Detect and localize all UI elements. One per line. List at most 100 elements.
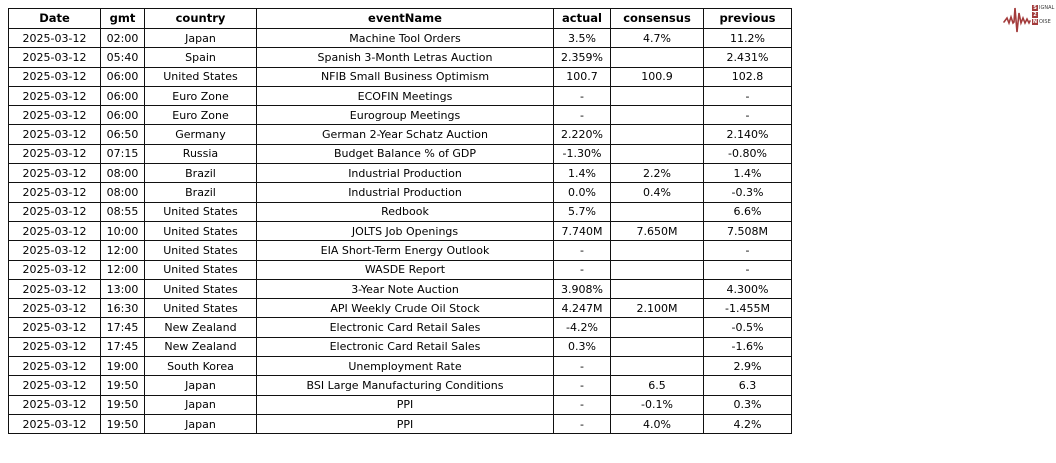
cell-date: 2025-03-12: [8, 394, 101, 415]
column-header-actual: actual: [553, 8, 611, 29]
table-row: 2025-03-12 08:55 United States Redbook 5.7% 6…: [8, 201, 792, 222]
table-row: 2025-03-12 07:15 Russia Budget Balance % of…: [8, 143, 792, 165]
cell-actual: -: [553, 259, 611, 280]
cell-eventname: Spanish 3-Month Letras Auction: [256, 47, 554, 68]
table-row: 2025-03-12 17:45 New Zealand Electronic Car…: [8, 317, 792, 338]
cell-country: Japan: [144, 27, 257, 49]
cell-country: United States: [144, 201, 257, 222]
cell-eventname: Budget Balance % of GDP: [256, 143, 554, 165]
table-row: 2025-03-12 10:00 United States JOLTS Job Op…: [8, 220, 792, 242]
cell-actual: -: [553, 375, 611, 396]
cell-gmt: 13:00: [100, 278, 145, 300]
cell-gmt: 06:00: [100, 105, 145, 126]
cell-gmt: 07:15: [100, 143, 145, 165]
cell-eventname: Industrial Production: [256, 163, 554, 184]
cell-previous: -: [703, 105, 792, 126]
cell-consensus: [610, 85, 704, 107]
cell-country: Euro Zone: [144, 105, 257, 126]
logo-line: N OISE: [1032, 19, 1054, 25]
cell-previous: -0.3%: [703, 182, 792, 203]
cell-eventname: JOLTS Job Openings: [256, 220, 554, 242]
cell-eventname: Unemployment Rate: [256, 356, 554, 377]
cell-previous: 2.140%: [703, 124, 792, 145]
column-header-gmt: gmt: [100, 8, 145, 29]
cell-date: 2025-03-12: [8, 317, 101, 338]
cell-previous: -: [703, 85, 792, 107]
cell-date: 2025-03-12: [8, 124, 101, 145]
cell-date: 2025-03-12: [8, 66, 101, 87]
cell-gmt: 19:50: [100, 394, 145, 415]
cell-consensus: 4.7%: [610, 27, 704, 49]
cell-eventname: API Weekly Crude Oil Stock: [256, 298, 554, 319]
cell-eventname: WASDE Report: [256, 259, 554, 280]
cell-eventname: Redbook: [256, 201, 554, 222]
table-row: 2025-03-12 19:50 Japan BSI Large Manufactur…: [8, 375, 792, 396]
cell-date: 2025-03-12: [8, 356, 101, 377]
table-row: 2025-03-12 13:00 United States 3-Year Note …: [8, 278, 792, 300]
cell-consensus: 4.0%: [610, 413, 704, 435]
cell-previous: 2.431%: [703, 47, 792, 68]
cell-previous: -: [703, 240, 792, 261]
cell-gmt: 12:00: [100, 259, 145, 280]
table-row: 2025-03-12 12:00 United States WASDE Report…: [8, 259, 792, 280]
cell-date: 2025-03-12: [8, 201, 101, 222]
table-row: 2025-03-12 06:00 United States NFIB Small B…: [8, 66, 792, 87]
cell-actual: -4.2%: [553, 317, 611, 338]
cell-gmt: 08:00: [100, 182, 145, 203]
cell-consensus: [610, 143, 704, 165]
cell-country: United States: [144, 240, 257, 261]
logo-line: 2: [1032, 12, 1054, 18]
cell-date: 2025-03-12: [8, 85, 101, 107]
table-row: 2025-03-12 06:50 Germany German 2-Year Scha…: [8, 124, 792, 145]
cell-consensus: [610, 105, 704, 126]
cell-consensus: 7.650M: [610, 220, 704, 242]
cell-eventname: Industrial Production: [256, 182, 554, 203]
logo-badge: N: [1032, 19, 1038, 25]
cell-actual: 2.220%: [553, 124, 611, 145]
table-row: 2025-03-12 19:50 Japan PPI - -0.1% 0.3%: [8, 394, 792, 415]
cell-actual: 1.4%: [553, 163, 611, 184]
cell-gmt: 10:00: [100, 220, 145, 242]
cell-gmt: 02:00: [100, 27, 145, 49]
table-row: 2025-03-12 05:40 Spain Spanish 3-Month Letr…: [8, 47, 792, 68]
cell-previous: -0.5%: [703, 317, 792, 338]
table-row: 2025-03-12 06:00 Euro Zone ECOFIN Meetings -…: [8, 85, 792, 107]
cell-actual: 0.0%: [553, 182, 611, 203]
cell-gmt: 08:00: [100, 163, 145, 184]
cell-gmt: 12:00: [100, 240, 145, 261]
ecg-waveform-icon: [1003, 7, 1031, 33]
cell-gmt: 06:00: [100, 85, 145, 107]
cell-gmt: 19:50: [100, 413, 145, 435]
cell-consensus: [610, 124, 704, 145]
cell-previous: -1.6%: [703, 336, 792, 358]
cell-actual: 0.3%: [553, 336, 611, 358]
cell-date: 2025-03-12: [8, 413, 101, 435]
cell-date: 2025-03-12: [8, 163, 101, 184]
cell-date: 2025-03-12: [8, 298, 101, 319]
cell-gmt: 16:30: [100, 298, 145, 319]
cell-consensus: [610, 278, 704, 300]
cell-previous: 2.9%: [703, 356, 792, 377]
cell-country: Brazil: [144, 182, 257, 203]
cell-previous: -: [703, 259, 792, 280]
cell-consensus: [610, 240, 704, 261]
cell-consensus: 2.100M: [610, 298, 704, 319]
cell-previous: 0.3%: [703, 394, 792, 415]
cell-country: Spain: [144, 47, 257, 68]
cell-previous: -1.455M: [703, 298, 792, 319]
cell-country: New Zealand: [144, 336, 257, 358]
cell-country: Japan: [144, 375, 257, 396]
table-row: 2025-03-12 08:00 Brazil Industrial Producti…: [8, 182, 792, 203]
cell-consensus: 100.9: [610, 66, 704, 87]
cell-country: United States: [144, 220, 257, 242]
cell-date: 2025-03-12: [8, 375, 101, 396]
cell-actual: 3.5%: [553, 27, 611, 49]
logo-line: S IGNAL: [1032, 5, 1054, 11]
cell-date: 2025-03-12: [8, 240, 101, 261]
cell-actual: -: [553, 105, 611, 126]
cell-actual: -: [553, 240, 611, 261]
cell-eventname: ECOFIN Meetings: [256, 85, 554, 107]
cell-date: 2025-03-12: [8, 336, 101, 358]
logo-badge: 2: [1032, 12, 1038, 18]
cell-previous: 7.508M: [703, 220, 792, 242]
